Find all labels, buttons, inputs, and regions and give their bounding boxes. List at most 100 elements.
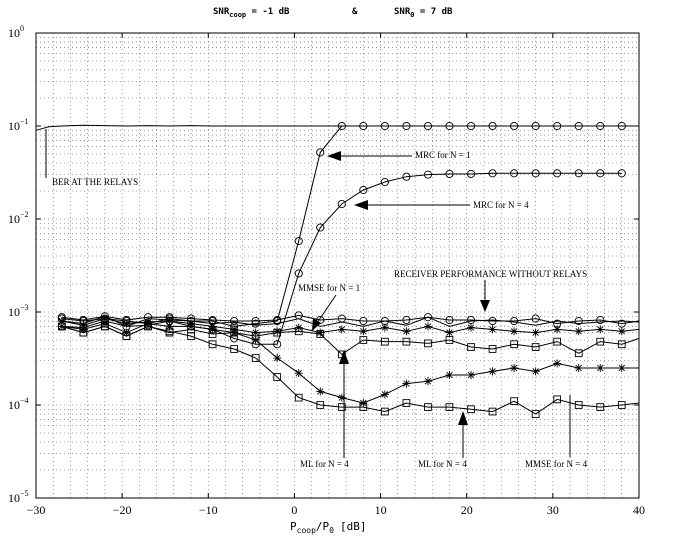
square-marker — [101, 322, 109, 331]
star-marker — [617, 363, 626, 372]
star-marker — [467, 371, 476, 380]
square-marker — [294, 327, 303, 336]
square-marker — [617, 401, 626, 409]
star-marker — [423, 322, 432, 331]
circle-marker — [294, 236, 303, 246]
square-marker — [208, 340, 217, 349]
title-snr0-sub: 0 — [410, 11, 414, 19]
title-snr-coop-sub: coop — [229, 11, 246, 19]
square-marker — [316, 330, 325, 338]
square-marker — [445, 336, 454, 344]
square-marker — [381, 407, 389, 416]
series-line-8 — [61, 325, 640, 415]
square-marker — [359, 336, 368, 344]
circle-marker — [359, 316, 368, 326]
circle-marker — [531, 121, 540, 131]
square-marker — [144, 322, 152, 331]
star-marker — [488, 367, 497, 376]
square-marker — [402, 337, 411, 346]
square-marker — [402, 399, 411, 407]
circle-marker — [596, 169, 605, 178]
y-tick-label: 10−1 — [8, 117, 29, 133]
mrc1-arrow-head — [327, 151, 341, 161]
star-marker — [273, 327, 282, 336]
y-tick-label: 10−4 — [8, 396, 29, 412]
square-marker — [553, 337, 562, 346]
star-marker — [574, 327, 583, 336]
star-marker — [380, 390, 389, 399]
y-tick-exponent: −5 — [20, 489, 29, 498]
series-line-2 — [61, 172, 622, 345]
x-tick-label: −20 — [113, 503, 132, 517]
star-marker — [423, 377, 432, 386]
circle-marker — [510, 121, 519, 131]
series-line-6 — [61, 325, 640, 356]
circle-marker — [316, 223, 325, 232]
y-tick-label: 100 — [8, 24, 24, 40]
circle-marker — [337, 314, 346, 323]
y-tick-label: 10−5 — [8, 489, 29, 505]
xlabel-slash: /P — [316, 520, 330, 533]
y-tick-exponent: −4 — [20, 396, 29, 405]
square-marker — [467, 343, 475, 351]
star-marker — [380, 323, 389, 332]
star-marker — [208, 325, 217, 334]
ml4b-arrow-head — [458, 411, 468, 425]
receiver-arrow-head — [480, 300, 490, 312]
annotation-ber-relays: BER AT THE RELAYS — [52, 177, 138, 187]
square-marker — [574, 401, 583, 409]
y-tick-base: 10 — [8, 212, 20, 226]
series-line-4 — [61, 315, 640, 327]
annotation-receiver-no-relays: RECEIVER PERFORMANCE WITHOUT RELAYS — [394, 269, 587, 279]
star-marker — [445, 371, 454, 380]
circle-marker — [402, 172, 411, 181]
square-marker — [510, 397, 518, 406]
square-marker — [488, 345, 497, 353]
star-marker — [402, 327, 411, 336]
square-marker — [467, 405, 475, 414]
square-marker — [294, 393, 303, 402]
grid — [36, 33, 639, 498]
annotation-ml-n4-a: ML for N = 4 — [300, 459, 349, 469]
square-marker — [531, 343, 540, 351]
square-marker — [187, 332, 195, 340]
circle-marker — [510, 169, 519, 178]
star-marker — [57, 322, 66, 331]
annotation-mrc-n1: MRC for N = 1 — [415, 150, 471, 160]
star-marker — [596, 325, 605, 334]
series-layer — [35, 124, 640, 415]
star-marker — [402, 379, 411, 388]
square-marker — [531, 410, 540, 418]
square-marker — [79, 328, 88, 337]
star-marker — [100, 314, 109, 323]
marker-layer — [57, 121, 626, 418]
y-tick-exponent: −3 — [20, 303, 29, 312]
circle-marker — [466, 121, 476, 131]
star-marker — [553, 325, 562, 334]
square-marker — [596, 337, 605, 346]
star-marker — [445, 328, 454, 337]
circle-marker — [553, 121, 562, 131]
star-marker — [553, 359, 562, 368]
circle-marker — [337, 121, 346, 131]
star-marker — [57, 317, 66, 326]
circle-marker — [553, 169, 562, 178]
square-marker — [617, 340, 626, 349]
star-marker — [359, 327, 368, 336]
x-tick-label: −10 — [199, 503, 218, 517]
square-marker — [230, 345, 238, 353]
square-marker — [273, 373, 282, 381]
circle-marker — [531, 314, 540, 323]
circle-marker — [294, 269, 303, 278]
series-line-3 — [61, 314, 640, 325]
star-marker — [337, 325, 346, 334]
circle-marker — [445, 315, 454, 325]
plot-frame — [35, 32, 640, 499]
series-line-7 — [61, 323, 639, 404]
ml4a-arrow-head — [339, 350, 349, 364]
square-marker — [273, 328, 282, 337]
circle-marker — [531, 169, 540, 178]
star-marker — [294, 369, 303, 378]
square-marker — [424, 339, 432, 348]
circle-marker — [510, 316, 519, 326]
